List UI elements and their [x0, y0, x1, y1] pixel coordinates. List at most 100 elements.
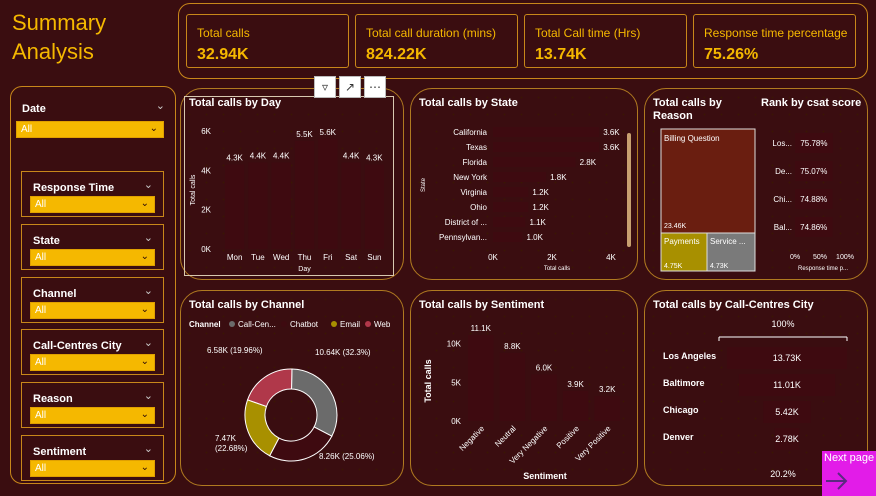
bar-sentiment [531, 374, 557, 421]
data-label: 3.6K [603, 128, 620, 137]
data-label: 3.9K [567, 380, 584, 389]
y-tick-label: 4K [201, 166, 211, 175]
slicer-dropdown[interactable]: All ⌄ [30, 249, 155, 266]
x-tick-label: Sun [367, 253, 381, 262]
bar-csat [795, 217, 833, 237]
data-label: (22.68%) [215, 444, 248, 453]
slicer-response-time[interactable]: Response Time ⌄ All ⌄ [21, 171, 164, 217]
treemap-value: 4.75K [664, 263, 683, 270]
chart-calls-by-day[interactable]: Total calls by Day 0K 2K 4K 6K 4.3K Mon 4.4K Tu… [180, 88, 404, 280]
chevron-down-icon[interactable]: ⌄ [143, 390, 153, 402]
bar-sentiment [468, 335, 494, 421]
chevron-down-icon[interactable]: ⌄ [143, 179, 153, 191]
data-label: 1.1K [529, 218, 546, 227]
y-tick-label: Chi... [773, 195, 792, 204]
bar-state [493, 232, 523, 242]
y-tick-label: Florida [463, 158, 488, 167]
chart-title: Rank by csat score [761, 97, 862, 109]
funnel-bar [774, 428, 800, 450]
data-label: 5.42K [775, 407, 799, 417]
funnel-category: Baltimore [663, 378, 705, 388]
x-tick-label: Neutral [493, 424, 518, 449]
filter-icon[interactable]: ▿ [314, 76, 336, 98]
kpi-response-time-pct: Response time percentage 75.26% [693, 14, 856, 68]
next-page-label: Next page [824, 452, 875, 464]
more-options-icon[interactable]: ⋯ [364, 76, 386, 98]
data-label: 5.6K [320, 128, 337, 137]
slicer-value: All [35, 463, 47, 474]
y-tick-label: Ohio [470, 203, 487, 212]
x-tick-label: 50% [813, 254, 827, 261]
x-tick-label: 100% [836, 254, 854, 261]
data-label: 74.88% [800, 195, 827, 204]
slicer-dropdown[interactable]: All ⌄ [30, 354, 155, 371]
kpi-label: Total calls [197, 26, 250, 40]
visual-header-toolbar: ▿ ↗ ⋯ [314, 76, 386, 98]
chart-calls-by-sentiment[interactable]: Total calls by Sentiment 0K 5K 10K 11.1K Neg… [410, 290, 638, 486]
x-axis-label: Total calls [544, 266, 570, 272]
x-tick-label: 2K [547, 253, 557, 262]
kpi-label: Response time percentage [704, 26, 848, 40]
data-label: 1.2K [532, 188, 549, 197]
y-tick-label: Bal... [774, 223, 792, 232]
y-tick-label: California [453, 128, 487, 137]
chart-calls-by-channel[interactable]: Total calls by Channel Channel Call-Cen..… [180, 290, 404, 486]
slicer-call-centres-city[interactable]: Call-Centres City ⌄ All ⌄ [21, 329, 164, 375]
chevron-down-icon: ⌄ [140, 462, 149, 473]
chevron-down-icon[interactable]: ⌄ [143, 443, 153, 455]
treemap-tile-payments [660, 232, 708, 272]
y-tick-label: Texas [466, 143, 487, 152]
funnel-category: Denver [663, 432, 694, 442]
slicer-dropdown[interactable]: All ⌄ [30, 460, 155, 477]
y-tick-label: Virginia [460, 188, 487, 197]
y-tick-label: 0K [451, 417, 461, 426]
chevron-down-icon[interactable]: ⌄ [155, 100, 165, 112]
kpi-total-call-time: Total Call time (Hrs) 13.74K [524, 14, 687, 68]
bar-wed [271, 162, 291, 249]
chevron-down-icon[interactable]: ⌄ [143, 285, 153, 297]
slicer-dropdown[interactable]: All ⌄ [30, 196, 155, 213]
chevron-down-icon[interactable]: ⌄ [143, 232, 153, 244]
treemap-label: Payments [664, 237, 700, 246]
slicer-value: All [21, 124, 33, 135]
slicer-channel[interactable]: Channel ⌄ All ⌄ [21, 277, 164, 323]
scrollbar [627, 133, 631, 247]
slicer-label: State [33, 235, 60, 247]
legend-label: Call-Cen... [238, 320, 276, 329]
x-tick-label: Positive [555, 424, 582, 451]
next-page-button[interactable]: Next page [822, 451, 876, 496]
funnel-bar [727, 347, 847, 369]
bar-sentiment [594, 396, 620, 421]
y-axis-label: State [421, 177, 427, 192]
x-axis-label: Response time p... [798, 266, 848, 272]
funnel-top-label: 100% [771, 319, 794, 329]
funnel-bar [738, 374, 836, 396]
legend-label: Web [374, 320, 391, 329]
slicer-dropdown[interactable]: All ⌄ [30, 407, 155, 424]
slicer-date[interactable]: Date ⌄ All ⌄ [11, 93, 175, 139]
chart-calls-by-reason[interactable]: Total calls by Reason Rank by csat score… [644, 88, 868, 280]
x-axis-label: Day [298, 266, 311, 273]
calls-by-sentiment-plot: 0K5K10K11.1KNegative8.8KNeutral6.0KVery … [423, 324, 620, 481]
calls-by-channel-plot: Channel Call-Cen... Chatbot Email Web 10.64K … [189, 320, 391, 462]
data-label: 4.4K [343, 151, 360, 160]
slicer-sentiment[interactable]: Sentiment ⌄ All ⌄ [21, 435, 164, 481]
slicer-dropdown[interactable]: All ⌄ [16, 121, 164, 138]
kpi-label: Total Call time (Hrs) [535, 26, 641, 40]
chevron-down-icon[interactable]: ⌄ [143, 337, 153, 349]
chart-calls-by-state[interactable]: Total calls by State California 3.6K Texas… [410, 88, 638, 280]
y-axis-label: Total calls [190, 174, 197, 205]
bar-mon [225, 164, 245, 249]
kpi-value: 32.94K [197, 46, 249, 63]
chart-calls-by-city[interactable]: Total calls by Call-Centres City 100% Los… [644, 290, 868, 486]
y-tick-label: De... [775, 167, 792, 176]
slicer-state[interactable]: State ⌄ All ⌄ [21, 224, 164, 270]
funnel-category: Los Angeles [663, 351, 716, 361]
slicer-reason[interactable]: Reason ⌄ All ⌄ [21, 382, 164, 428]
slicer-dropdown[interactable]: All ⌄ [30, 302, 155, 319]
y-tick-label: Pennsylvan... [439, 233, 487, 242]
focus-mode-icon[interactable]: ↗ [339, 76, 361, 98]
data-label: 4.3K [366, 153, 383, 162]
arrow-right-icon [826, 472, 848, 490]
data-label: 8.26K (25.06%) [319, 452, 375, 461]
